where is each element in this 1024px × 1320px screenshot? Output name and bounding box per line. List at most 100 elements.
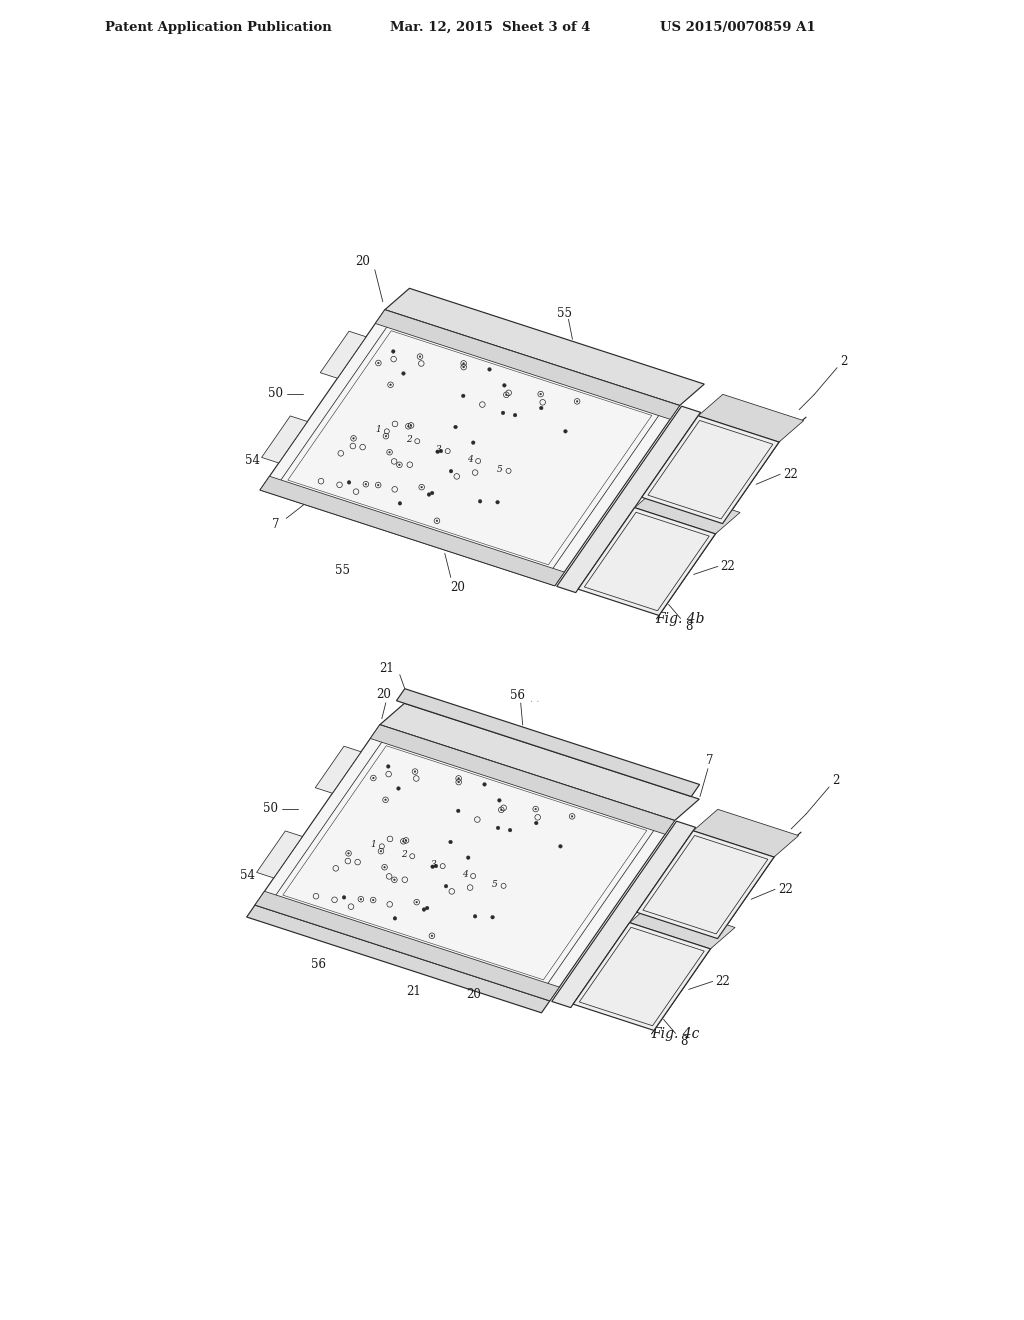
Circle shape <box>416 902 418 903</box>
Circle shape <box>402 841 404 842</box>
Text: 3: 3 <box>436 445 442 454</box>
Text: 22: 22 <box>716 975 730 987</box>
Polygon shape <box>573 923 711 1031</box>
Polygon shape <box>630 902 735 949</box>
Polygon shape <box>257 832 302 878</box>
Circle shape <box>398 502 401 506</box>
Circle shape <box>373 899 374 902</box>
Circle shape <box>508 829 512 832</box>
Circle shape <box>384 866 385 869</box>
Circle shape <box>450 470 453 473</box>
Text: 22: 22 <box>777 883 793 896</box>
Circle shape <box>431 935 433 937</box>
Polygon shape <box>642 416 779 524</box>
Polygon shape <box>579 508 716 615</box>
Circle shape <box>454 425 458 429</box>
Circle shape <box>458 781 460 783</box>
Circle shape <box>513 413 517 417</box>
Circle shape <box>431 865 434 869</box>
Circle shape <box>436 450 439 454</box>
Circle shape <box>559 845 562 849</box>
Circle shape <box>458 777 460 779</box>
Circle shape <box>391 350 395 354</box>
Circle shape <box>393 916 396 920</box>
Polygon shape <box>693 809 799 857</box>
Polygon shape <box>698 395 804 442</box>
Text: 1: 1 <box>371 840 376 849</box>
Circle shape <box>352 437 354 440</box>
Circle shape <box>365 483 367 486</box>
Text: 4: 4 <box>467 454 472 463</box>
Text: . .: . . <box>529 696 540 705</box>
Circle shape <box>385 436 387 437</box>
Circle shape <box>427 492 431 496</box>
Circle shape <box>462 395 465 397</box>
Circle shape <box>422 908 426 911</box>
Circle shape <box>406 840 407 841</box>
Circle shape <box>503 384 506 387</box>
Text: 20: 20 <box>355 255 371 268</box>
Text: 3: 3 <box>431 859 437 869</box>
Text: 2: 2 <box>400 850 407 859</box>
Text: 5: 5 <box>497 465 503 474</box>
Circle shape <box>377 484 379 486</box>
Circle shape <box>444 884 447 888</box>
Circle shape <box>342 895 346 899</box>
Circle shape <box>398 463 400 466</box>
Text: 56: 56 <box>510 689 525 701</box>
Polygon shape <box>371 725 675 834</box>
Circle shape <box>385 799 386 801</box>
Circle shape <box>411 425 412 426</box>
Circle shape <box>380 850 382 853</box>
Text: 55: 55 <box>336 564 350 577</box>
Text: Patent Application Publication: Patent Application Publication <box>105 21 332 33</box>
Circle shape <box>434 865 437 867</box>
Circle shape <box>571 816 573 817</box>
Polygon shape <box>635 486 740 533</box>
Text: 22: 22 <box>782 467 798 480</box>
Circle shape <box>466 855 470 859</box>
Circle shape <box>482 783 486 787</box>
Polygon shape <box>255 891 559 1001</box>
Circle shape <box>463 366 465 368</box>
Circle shape <box>535 808 537 810</box>
Polygon shape <box>376 310 680 420</box>
Circle shape <box>540 407 543 409</box>
Circle shape <box>577 400 578 403</box>
Circle shape <box>501 411 505 414</box>
Text: 5: 5 <box>493 879 498 888</box>
Polygon shape <box>385 288 705 405</box>
Circle shape <box>501 809 502 810</box>
Circle shape <box>386 764 390 768</box>
Polygon shape <box>557 407 700 593</box>
Text: 55: 55 <box>557 306 572 319</box>
Text: 2: 2 <box>841 355 848 368</box>
Polygon shape <box>552 821 695 1007</box>
Circle shape <box>408 425 410 428</box>
Circle shape <box>498 799 501 803</box>
Circle shape <box>439 449 442 453</box>
Polygon shape <box>260 477 564 586</box>
Text: 22: 22 <box>720 560 735 573</box>
Text: 21: 21 <box>380 663 394 676</box>
Text: 21: 21 <box>407 985 421 998</box>
Circle shape <box>396 787 400 791</box>
Text: 2: 2 <box>406 434 412 444</box>
Text: 20: 20 <box>466 987 481 1001</box>
Circle shape <box>457 809 460 813</box>
Circle shape <box>390 384 391 385</box>
Circle shape <box>436 520 438 521</box>
Text: 54: 54 <box>240 869 255 882</box>
Polygon shape <box>255 725 675 1001</box>
Circle shape <box>393 879 395 880</box>
Circle shape <box>497 826 500 830</box>
Circle shape <box>478 499 482 503</box>
Text: Fig. 4b: Fig. 4b <box>655 611 705 626</box>
Polygon shape <box>260 310 680 586</box>
Circle shape <box>347 480 351 484</box>
Text: 54: 54 <box>245 454 260 467</box>
Circle shape <box>414 771 416 772</box>
Text: 50: 50 <box>268 387 283 400</box>
Polygon shape <box>637 830 774 939</box>
Polygon shape <box>247 906 550 1012</box>
